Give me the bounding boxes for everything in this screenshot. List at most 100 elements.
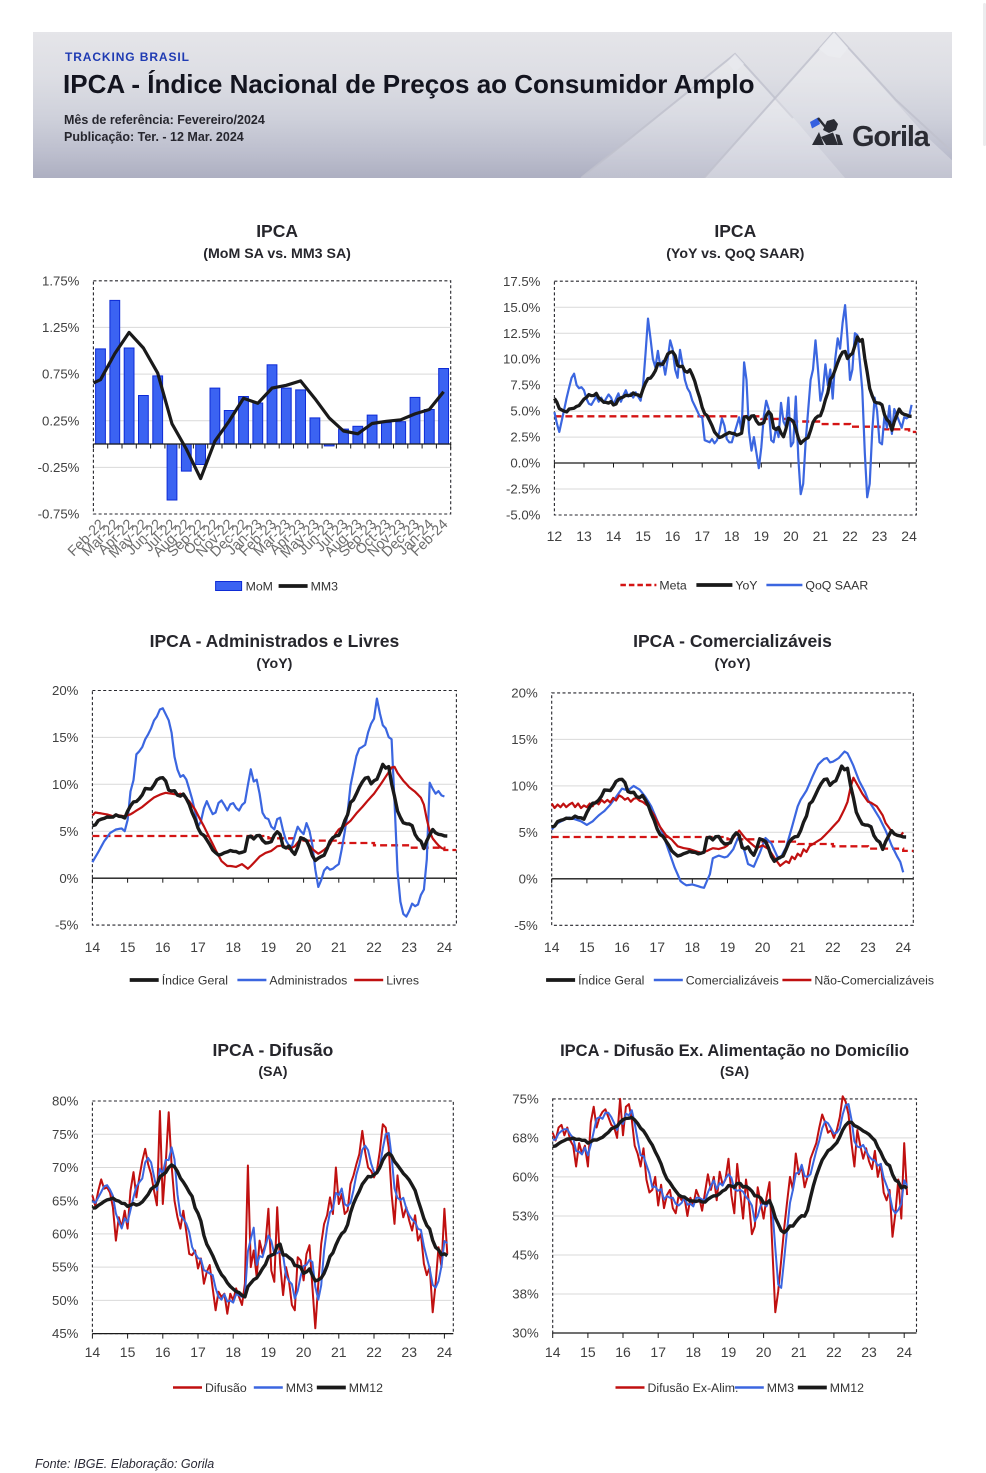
svg-text:0%: 0% [59,871,78,886]
svg-text:12.5%: 12.5% [503,326,541,341]
svg-text:17: 17 [190,939,206,955]
svg-text:MM12: MM12 [349,1381,383,1395]
svg-text:60%: 60% [52,1227,79,1242]
svg-text:24: 24 [437,1344,453,1360]
svg-text:10.0%: 10.0% [503,352,541,367]
svg-text:-5%: -5% [55,918,79,933]
svg-text:0%: 0% [519,871,538,886]
svg-text:15: 15 [579,939,595,955]
svg-text:53%: 53% [512,1209,539,1224]
svg-text:16: 16 [614,939,630,955]
svg-text:IPCA: IPCA [714,221,756,241]
svg-text:15%: 15% [511,732,538,747]
svg-text:23: 23 [860,939,876,955]
svg-text:68%: 68% [512,1131,539,1146]
svg-text:10%: 10% [52,777,79,792]
svg-text:0.75%: 0.75% [42,367,80,382]
svg-text:18: 18 [225,939,241,955]
svg-text:-5%: -5% [514,918,538,933]
svg-text:Livres: Livres [386,973,419,987]
svg-text:-0.75%: -0.75% [38,507,80,522]
svg-text:(YoY): (YoY) [715,656,751,672]
svg-text:20: 20 [783,528,799,544]
svg-text:19: 19 [261,939,277,955]
svg-text:20%: 20% [511,686,538,701]
svg-text:60%: 60% [512,1170,539,1185]
svg-text:IPCA - Difusão Ex. Alimentação: IPCA - Difusão Ex. Alimentação no Domicí… [560,1042,909,1060]
svg-text:0.0%: 0.0% [510,456,540,471]
svg-text:45%: 45% [52,1326,79,1341]
svg-text:65%: 65% [52,1193,79,1208]
svg-text:16: 16 [665,528,681,544]
svg-text:(MoM SA vs. MM3 SA): (MoM SA vs. MM3 SA) [203,246,351,262]
svg-text:70%: 70% [52,1160,79,1175]
svg-text:Índice Geral: Índice Geral [578,972,644,987]
svg-text:24: 24 [437,939,453,955]
svg-text:(SA): (SA) [720,1064,749,1080]
svg-text:21: 21 [331,939,347,955]
svg-text:MM3: MM3 [767,1381,794,1395]
svg-text:21: 21 [331,1344,347,1360]
svg-text:-0.25%: -0.25% [38,460,80,475]
svg-text:20: 20 [296,939,312,955]
svg-text:17: 17 [649,939,665,955]
svg-text:20%: 20% [52,683,79,698]
svg-text:18: 18 [686,1344,702,1360]
svg-text:38%: 38% [512,1287,539,1302]
svg-text:24: 24 [896,1344,912,1360]
svg-text:50%: 50% [52,1293,79,1308]
svg-text:Difusão Ex-Alim.: Difusão Ex-Alim. [648,1381,739,1395]
svg-text:7.5%: 7.5% [510,378,540,393]
svg-text:Não-Comercializáveis: Não-Comercializáveis [814,973,934,987]
svg-text:20: 20 [296,1344,312,1360]
svg-text:MoM: MoM [246,579,273,593]
svg-text:Índice Geral: Índice Geral [162,972,228,987]
svg-text:13: 13 [576,528,592,544]
svg-text:19: 19 [720,939,736,955]
svg-text:20: 20 [756,1344,772,1360]
svg-text:14: 14 [545,1344,561,1360]
svg-text:-5.0%: -5.0% [506,508,541,523]
svg-text:16: 16 [155,939,171,955]
svg-text:(YoY): (YoY) [256,656,292,672]
svg-text:5.0%: 5.0% [510,404,540,419]
svg-text:75%: 75% [52,1127,79,1142]
svg-text:QoQ SAAR: QoQ SAAR [805,578,868,592]
svg-text:(SA): (SA) [258,1064,287,1080]
svg-text:20: 20 [755,939,771,955]
svg-text:Gorila: Gorila [852,121,931,150]
svg-text:Comercializáveis: Comercializáveis [686,973,779,987]
svg-text:2.5%: 2.5% [510,430,540,445]
svg-text:16: 16 [155,1344,171,1360]
svg-text:0.25%: 0.25% [42,413,80,428]
svg-text:22: 22 [826,1344,842,1360]
svg-text:10%: 10% [511,779,538,794]
svg-text:30%: 30% [512,1326,539,1341]
svg-text:18: 18 [685,939,701,955]
svg-text:19: 19 [721,1344,737,1360]
svg-text:80%: 80% [52,1094,79,1109]
svg-text:15: 15 [120,1344,136,1360]
svg-text:45%: 45% [512,1248,539,1263]
svg-text:Administrados: Administrados [269,973,347,987]
svg-text:16: 16 [615,1344,631,1360]
svg-text:5%: 5% [59,824,78,839]
svg-text:MM3: MM3 [311,579,338,593]
svg-text:17.5%: 17.5% [503,274,541,289]
svg-text:-2.5%: -2.5% [506,482,541,497]
svg-text:IPCA - Comercializáveis: IPCA - Comercializáveis [633,631,832,651]
svg-text:15: 15 [580,1344,596,1360]
svg-text:55%: 55% [52,1260,79,1275]
svg-text:17: 17 [694,528,710,544]
svg-text:24: 24 [895,939,911,955]
svg-text:14: 14 [544,939,560,955]
svg-text:14: 14 [85,939,101,955]
svg-text:15.0%: 15.0% [503,300,541,315]
svg-text:19: 19 [754,528,770,544]
svg-text:1.75%: 1.75% [42,273,80,288]
svg-text:14: 14 [85,1344,101,1360]
svg-text:Difusão: Difusão [205,1381,247,1395]
svg-text:21: 21 [791,1344,807,1360]
svg-text:IPCA - Difusão: IPCA - Difusão [212,1040,333,1060]
svg-text:19: 19 [261,1344,277,1360]
